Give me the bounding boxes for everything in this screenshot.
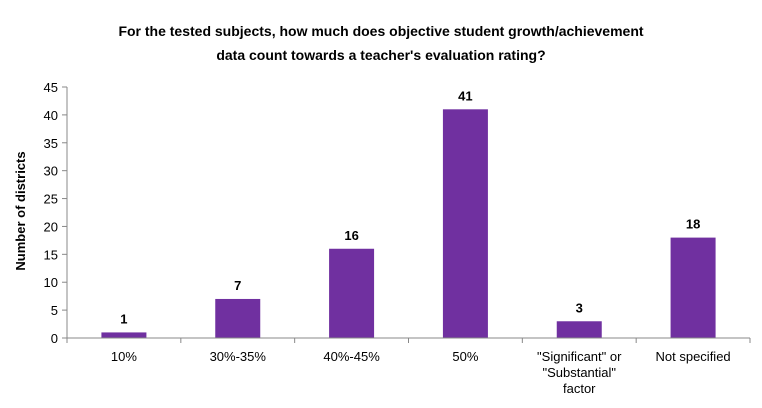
x-tick-label-line: 50% xyxy=(452,349,478,364)
y-tick-label: 45 xyxy=(44,80,58,95)
data-label: 16 xyxy=(344,228,358,243)
data-label: 3 xyxy=(576,300,583,315)
bar xyxy=(442,109,488,338)
y-tick-label: 5 xyxy=(51,303,58,318)
chart-title: For the tested subjects, how much does o… xyxy=(118,23,644,63)
bar xyxy=(329,248,375,338)
y-tick-label: 30 xyxy=(44,164,58,179)
y-tick-label: 35 xyxy=(44,136,58,151)
x-tick-label: 10% xyxy=(111,349,137,364)
bar xyxy=(215,298,261,338)
x-tick-label-line: "Significant" or xyxy=(537,349,622,364)
y-tick-label: 25 xyxy=(44,192,58,207)
data-label: 18 xyxy=(686,217,700,232)
y-axis-ticks: 0 5 10 15 20 25 30 35 40 45 xyxy=(44,80,67,346)
x-tick-label: "Significant" or "Substantial" factor xyxy=(537,349,622,396)
x-tick-label: Not specified xyxy=(656,349,731,364)
bar xyxy=(101,332,147,338)
x-tick-label-line: 10% xyxy=(111,349,137,364)
y-tick-label: 10 xyxy=(44,275,58,290)
y-tick-label: 20 xyxy=(44,219,58,234)
y-axis-title-group: Number of districts xyxy=(13,151,28,270)
bar xyxy=(556,321,602,338)
x-tick-label: 40%-45% xyxy=(323,349,380,364)
x-tick-label-line: factor xyxy=(563,381,596,396)
x-axis-ticks: 10% 30%-35% 40%-45% 50% "Significant" or "Sub… xyxy=(66,338,751,396)
x-tick-label: 30%-35% xyxy=(210,349,267,364)
y-tick-label: 15 xyxy=(44,247,58,262)
data-label: 41 xyxy=(458,88,472,103)
y-tick-label: 0 xyxy=(51,331,58,346)
y-tick-label: 40 xyxy=(44,108,58,123)
data-label: 7 xyxy=(234,278,241,293)
y-axis-title: Number of districts xyxy=(13,151,28,270)
bar xyxy=(670,237,716,338)
data-labels: 1 7 16 41 3 18 xyxy=(120,88,700,326)
axes xyxy=(66,87,750,339)
x-tick-label-line: 40%-45% xyxy=(323,349,380,364)
x-tick-label-line: "Substantial" xyxy=(542,365,616,380)
x-tick-label: 50% xyxy=(452,349,478,364)
data-label: 1 xyxy=(120,311,127,326)
x-tick-label-line: 30%-35% xyxy=(210,349,267,364)
bars xyxy=(101,109,716,338)
x-tick-label-line: Not specified xyxy=(656,349,731,364)
